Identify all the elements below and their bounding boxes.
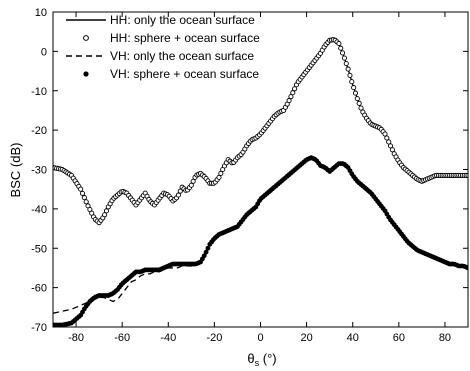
y-tick-label: 0 [41, 46, 47, 58]
data-point [341, 55, 347, 61]
data-point [336, 40, 342, 47]
data-point [345, 66, 351, 72]
data-point [218, 170, 224, 176]
data-point [343, 61, 349, 67]
data-point [465, 265, 468, 271]
data-point [177, 188, 183, 194]
data-point [351, 85, 357, 91]
data-point [102, 212, 108, 218]
x-tick-label: -60 [114, 332, 130, 344]
data-point [201, 253, 207, 259]
data-point [203, 249, 209, 255]
legend-item-vh-ocean: VH: only the ocean surface [66, 49, 254, 63]
data-point [79, 190, 86, 196]
legend-swatch-filled-circle [83, 71, 89, 77]
y-tick-label: -30 [31, 165, 47, 177]
y-tick-label: -40 [31, 204, 47, 216]
x-tick-label: 40 [347, 332, 359, 344]
legend-label: HH: sphere + ocean surface [110, 31, 260, 45]
data-point [205, 245, 211, 251]
legend-swatch-open-circle [83, 35, 89, 41]
y-tick-label: 10 [35, 7, 47, 19]
data-point [290, 90, 296, 96]
data-point [338, 45, 344, 51]
x-tick-label: 0 [257, 332, 263, 344]
legend: HH: only the ocean surface HH: sphere + … [66, 13, 260, 81]
data-point [389, 147, 395, 153]
data-point [349, 79, 355, 85]
y-tick-label: -70 [31, 322, 47, 334]
data-point [78, 186, 84, 192]
y-tick-label: -50 [31, 243, 47, 255]
legend-label: VH: only the ocean surface [110, 49, 254, 63]
data-point [340, 50, 346, 56]
y-tick-label: -20 [31, 125, 47, 137]
legend-label: HH: only the ocean surface [110, 13, 255, 27]
x-tick-label: -40 [160, 332, 176, 344]
data-point [288, 94, 294, 100]
legend-item-vh-sphere: VH: sphere + ocean surface [83, 67, 259, 81]
legend-label: VH: sphere + ocean surface [110, 67, 259, 81]
data-point [386, 139, 392, 145]
axis-ticks [53, 11, 468, 328]
data-point [175, 192, 181, 198]
data-point [188, 182, 194, 188]
plot-frame [52, 11, 469, 328]
legend-item-hh-ocean: HH: only the ocean surface [66, 13, 255, 27]
data-point [216, 174, 222, 180]
x-tick-label: 60 [393, 332, 405, 344]
x-tick-label: -80 [68, 332, 84, 344]
data-point [190, 178, 196, 184]
x-tick-label: 20 [300, 332, 312, 344]
y-tick-label: -10 [31, 86, 47, 98]
data-point [81, 195, 87, 201]
x-tick-label: -20 [206, 332, 222, 344]
data-point [387, 143, 394, 149]
data-point [292, 86, 298, 92]
data-point [356, 100, 362, 106]
data-point [384, 135, 390, 141]
data-point [382, 131, 388, 137]
series-3 [53, 155, 468, 327]
y-tick-label: -60 [31, 283, 47, 295]
series-1 [53, 37, 468, 226]
x-tick-label: 80 [439, 332, 451, 344]
data-point [358, 105, 364, 111]
data-point [347, 72, 353, 78]
data-point [354, 96, 360, 102]
data-point [103, 208, 110, 214]
x-axis-label: θs (°) [247, 351, 276, 368]
data-point [286, 98, 292, 104]
data-point [352, 90, 359, 96]
y-axis-label: BSC (dB) [8, 143, 23, 198]
series-layer [53, 37, 468, 327]
tick-labels: -80 -60 -40 -20 0 20 40 60 80100-10-20-30-40-50-… [31, 7, 451, 344]
data-point [83, 199, 89, 205]
legend-item-hh-sphere: HH: sphere + ocean surface [83, 31, 260, 45]
